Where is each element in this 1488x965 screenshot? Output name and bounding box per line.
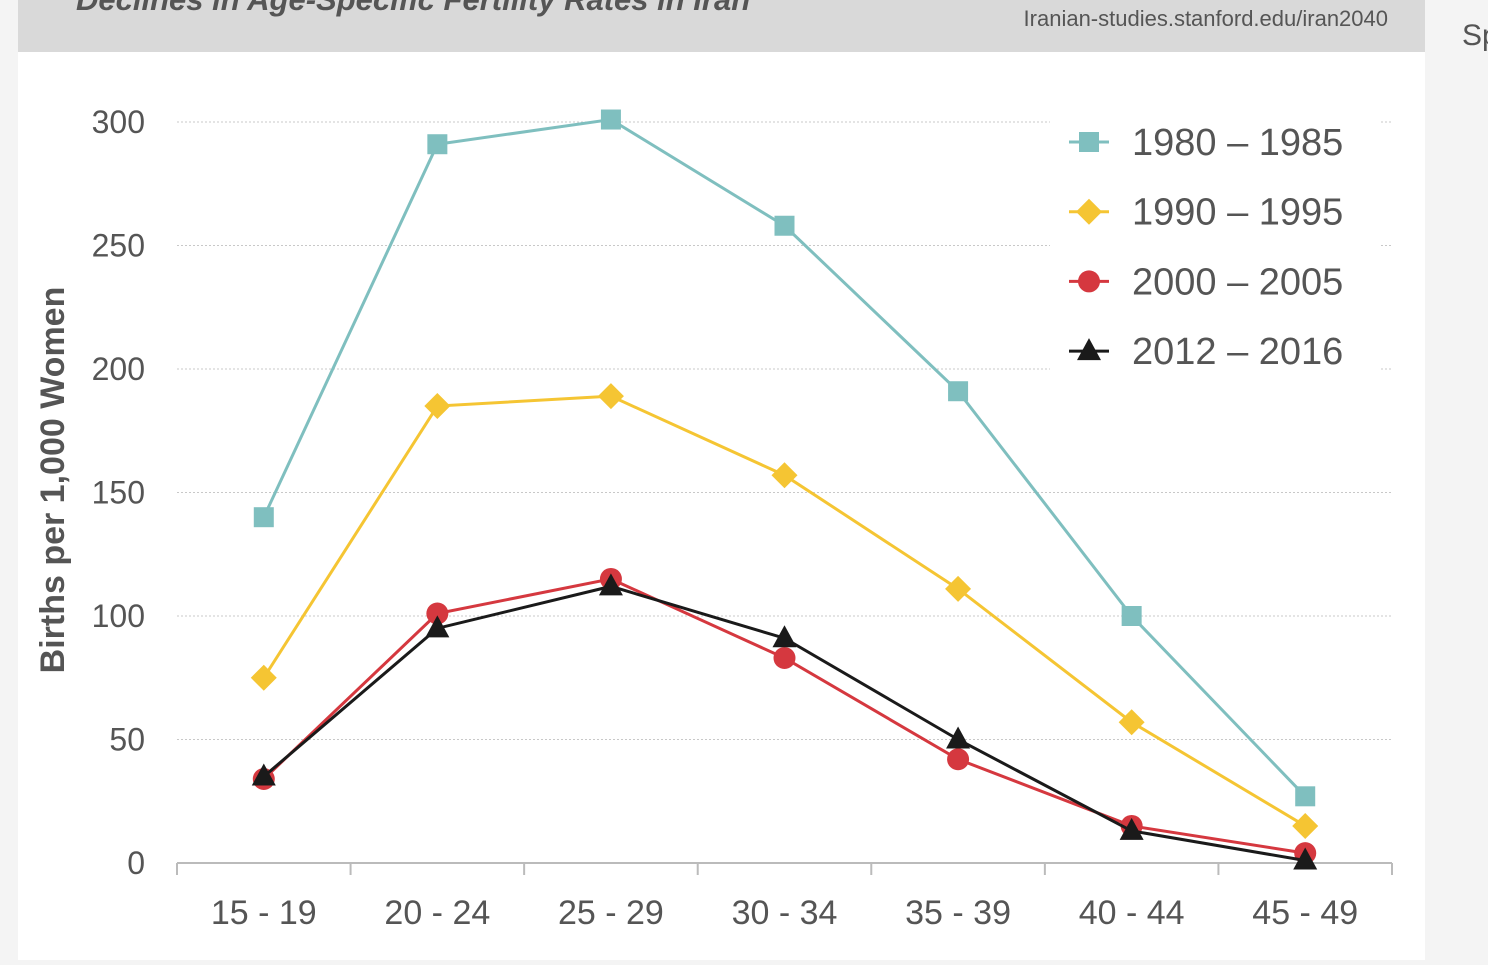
data-point: [1119, 817, 1144, 840]
data-point: [772, 625, 797, 648]
x-tick-label: 25 - 29: [558, 894, 664, 932]
legend-marker: [1078, 270, 1100, 293]
data-point: [774, 215, 795, 236]
data-point: [948, 381, 969, 402]
data-point: [598, 573, 623, 596]
data-point: [600, 109, 621, 130]
data-point: [947, 748, 970, 771]
data-point: [1293, 847, 1318, 870]
legend-label: 2012 – 2016: [1132, 331, 1343, 373]
y-tick-label: 200: [92, 351, 145, 387]
x-tick-label: 45 - 49: [1252, 894, 1358, 932]
data-point: [946, 726, 971, 749]
legend-marker: [1077, 338, 1101, 361]
data-point: [773, 646, 796, 669]
x-tick-label: 30 - 34: [732, 894, 838, 932]
y-tick-label: 250: [92, 228, 145, 264]
data-point: [945, 575, 972, 602]
data-point: [1118, 709, 1145, 736]
data-point: [251, 763, 276, 786]
data-point: [425, 615, 450, 638]
x-tick-label: 15 - 19: [211, 894, 317, 932]
data-point: [426, 602, 449, 625]
y-axis-label: Births per 1,000 Women: [34, 287, 72, 674]
source: Iranian-studies.stanford.edu/iran2040: [1024, 6, 1388, 31]
legend-marker: [1076, 198, 1102, 225]
data-point: [427, 134, 448, 155]
x-tick-label: 20 - 24: [384, 894, 490, 932]
data-point: [253, 507, 274, 528]
legend-marker: [1079, 132, 1099, 152]
data-point: [1295, 786, 1316, 807]
data-point: [597, 383, 624, 410]
y-tick-label: 100: [92, 598, 145, 634]
y-tick-label: 300: [92, 104, 145, 140]
legend-box: [1050, 105, 1380, 385]
y-tick-label: 50: [109, 722, 145, 758]
data-point: [424, 393, 451, 420]
header-bar: [18, 0, 1425, 52]
chart-title: Declines in Age-Specific Fertility Rates…: [76, 0, 750, 17]
data-point: [1292, 812, 1319, 839]
legend-label: 2000 – 2005: [1132, 261, 1343, 303]
data-point: [1121, 606, 1142, 626]
legend-label: 1980 – 1985: [1132, 122, 1343, 164]
x-tick-label: 35 - 39: [905, 894, 1011, 932]
sidebar-text: Sp: [1462, 19, 1488, 52]
x-tick-label: 40 - 44: [1079, 894, 1185, 932]
legend-label: 1990 – 1995: [1132, 192, 1343, 234]
y-tick-label: 0: [127, 845, 145, 881]
y-tick-label: 150: [92, 475, 145, 511]
data-point: [771, 462, 798, 489]
data-point: [250, 664, 277, 691]
